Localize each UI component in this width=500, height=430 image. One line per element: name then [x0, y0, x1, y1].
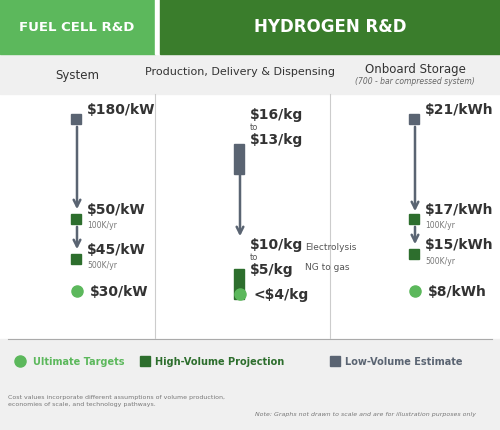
Text: Electrolysis: Electrolysis [305, 243, 356, 252]
Text: HYDROGEN R&D: HYDROGEN R&D [254, 18, 406, 36]
Text: 500K/yr: 500K/yr [425, 256, 455, 265]
Text: <$4/kg: <$4/kg [253, 287, 308, 301]
Bar [140, 356, 150, 366]
Text: to: to [250, 253, 258, 262]
Bar [71, 215, 81, 224]
Bar [409, 115, 419, 125]
Text: Note: Graphs not drawn to scale and are for illustration purposes only: Note: Graphs not drawn to scale and are … [255, 412, 476, 417]
Text: $13/kg: $13/kg [250, 133, 303, 147]
Text: $15/kWh: $15/kWh [425, 237, 494, 252]
Text: $30/kW: $30/kW [90, 284, 148, 298]
Bar [234, 269, 244, 299]
Text: $180/kW: $180/kW [87, 103, 156, 117]
Bar [0, 0, 155, 55]
Bar [155, 0, 160, 55]
Text: 100K/yr: 100K/yr [87, 220, 117, 229]
Bar [160, 0, 500, 55]
Bar [330, 356, 340, 366]
Text: $5/kg: $5/kg [250, 262, 294, 276]
Text: to: to [250, 123, 258, 132]
Text: $16/kg: $16/kg [250, 108, 303, 122]
Text: $21/kWh: $21/kWh [425, 103, 494, 117]
Text: 500K/yr: 500K/yr [87, 261, 117, 270]
Text: Ultimate Targets: Ultimate Targets [33, 356, 124, 366]
Text: $17/kWh: $17/kWh [425, 203, 494, 216]
Text: NG to gas: NG to gas [305, 263, 350, 272]
Text: 100K/yr: 100K/yr [425, 221, 455, 230]
Bar [409, 215, 419, 224]
Text: $50/kW: $50/kW [87, 203, 146, 216]
Text: $45/kW: $45/kW [87, 243, 146, 256]
Bar [71, 115, 81, 125]
Text: (700 - bar compressed system): (700 - bar compressed system) [355, 77, 475, 86]
Text: Cost values incorporate different assumptions of volume production,
economies of: Cost values incorporate different assump… [8, 394, 225, 405]
Bar [71, 255, 81, 264]
Text: Production, Delivery & Dispensing: Production, Delivery & Dispensing [145, 67, 335, 77]
Text: Low-Volume Estimate: Low-Volume Estimate [345, 356, 463, 366]
Bar [0, 55, 500, 95]
Bar [0, 339, 500, 430]
Text: High-Volume Projection: High-Volume Projection [155, 356, 284, 366]
Text: System: System [55, 68, 99, 81]
Text: $10/kg: $10/kg [250, 237, 303, 252]
Bar [234, 144, 244, 175]
Text: FUEL CELL R&D: FUEL CELL R&D [20, 21, 134, 34]
Text: Onboard Storage: Onboard Storage [364, 63, 466, 76]
Bar [409, 249, 419, 259]
Text: $8/kWh: $8/kWh [428, 284, 487, 298]
